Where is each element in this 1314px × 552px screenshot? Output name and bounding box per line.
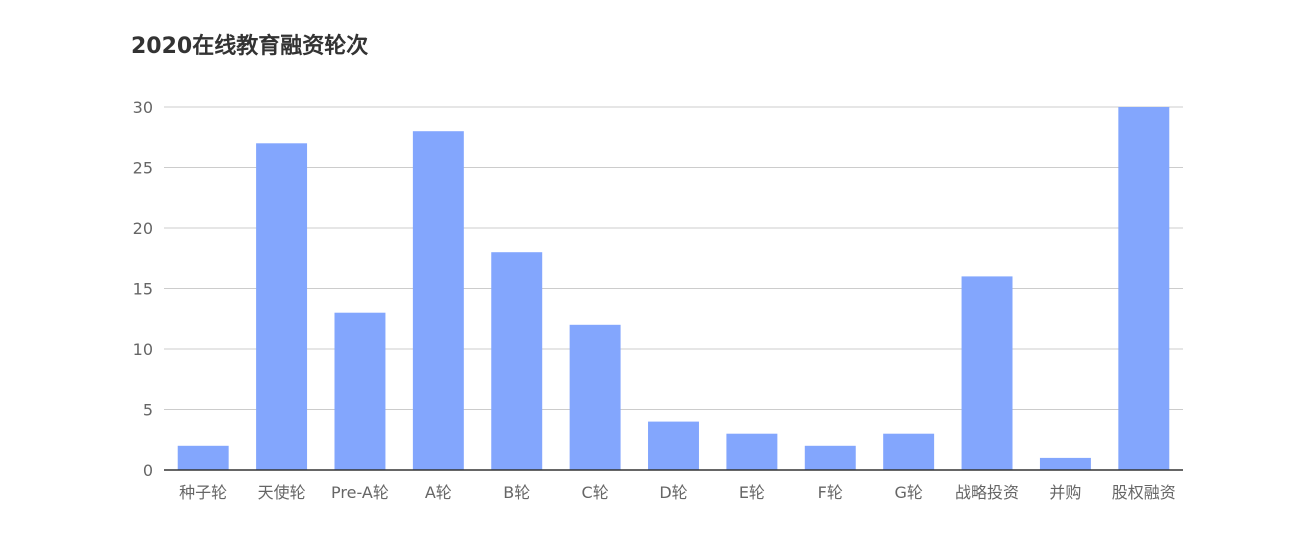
bar-2: [334, 312, 386, 470]
bar-4: [491, 252, 543, 470]
x-tick-label: A轮: [425, 483, 452, 502]
x-tick-label: D轮: [659, 483, 687, 502]
bar-0: [177, 445, 229, 470]
bar-12: [1118, 107, 1170, 470]
bar-8: [804, 445, 856, 470]
bar-10: [961, 276, 1013, 470]
y-tick-label: 15: [133, 280, 153, 299]
x-tick-label: E轮: [739, 483, 765, 502]
chart-title: 2020在线教育融资轮次: [131, 34, 369, 59]
x-tick-label: 并购: [1049, 483, 1081, 502]
x-tick-label: 天使轮: [258, 483, 306, 502]
bars: [177, 107, 1170, 471]
bar-7: [726, 433, 778, 470]
y-tick-label: 10: [133, 340, 153, 359]
y-tick-label: 30: [133, 98, 153, 117]
bar-6: [648, 421, 699, 470]
x-tick-label: G轮: [894, 483, 922, 502]
x-axis-labels: 种子轮 天使轮 Pre-A轮 A轮 B轮 C轮 D轮 E轮 F轮 G轮 战略投资 并购 股权融资: [179, 483, 1176, 502]
y-tick-label: 20: [133, 219, 153, 238]
x-tick-label: 股权融资: [1112, 483, 1176, 502]
x-tick-label: B轮: [503, 483, 530, 502]
bar-11: [1039, 457, 1091, 470]
x-tick-label: C轮: [582, 483, 609, 502]
bar-9: [883, 433, 935, 470]
bar-3: [412, 131, 464, 470]
x-tick-label: Pre-A轮: [331, 483, 389, 502]
y-tick-label: 5: [143, 401, 153, 420]
y-axis-ticks: 0 5 10 15 20 25 30: [133, 98, 153, 480]
x-tick-label: 战略投资: [955, 483, 1019, 502]
x-tick-label: 种子轮: [179, 483, 227, 502]
y-tick-label: 25: [133, 159, 153, 178]
bar-5: [569, 324, 621, 470]
grid-lines: [164, 106, 1183, 410]
bar-1: [256, 143, 308, 471]
y-tick-label: 0: [143, 461, 153, 480]
x-tick-label: F轮: [818, 483, 843, 502]
